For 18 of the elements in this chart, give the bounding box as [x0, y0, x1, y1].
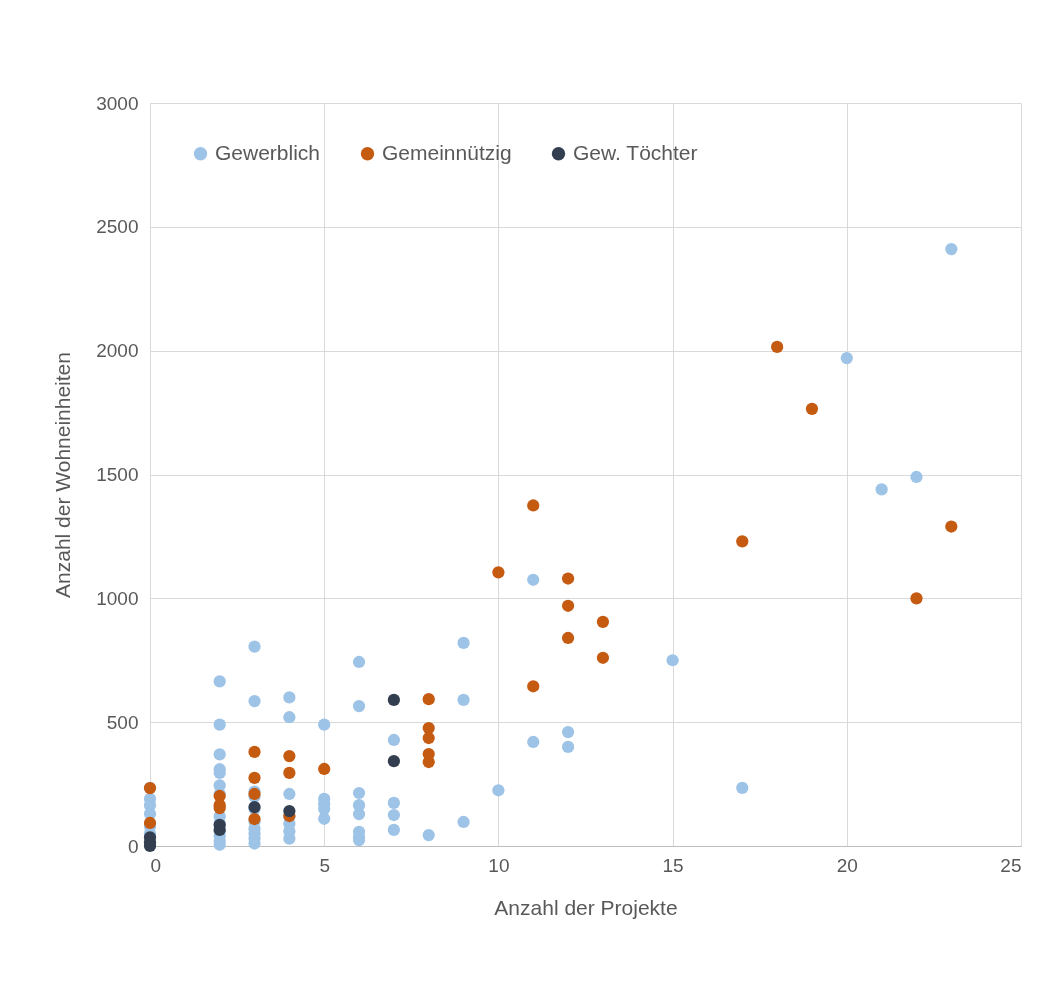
x-tick-label: 10 [488, 854, 510, 876]
x-tick-label: 20 [836, 854, 858, 876]
legend-label: Gewerblich [215, 140, 321, 164]
x-axis-title: Anzahl der Projekte [494, 895, 678, 919]
y-tick-label: 2000 [96, 340, 139, 362]
x-tick-label: 0 [150, 854, 162, 876]
x-tick-label: 15 [662, 854, 684, 876]
y-tick-label: 1500 [96, 464, 139, 485]
legend-label: Gemeinnützig [382, 140, 512, 164]
x-tick-label: 25 [1000, 854, 1022, 876]
y-tick-label: 500 [106, 711, 139, 733]
y-tick-label: 2500 [96, 216, 139, 238]
y-axis-title: Anzahl der Wohneinheiten [51, 352, 75, 598]
y-tick-label: 1000 [96, 587, 139, 609]
y-tick-label: 3000 [96, 92, 139, 114]
x-tick-label: 5 [319, 854, 330, 876]
legend-label: Gew. Töchter [573, 140, 698, 164]
y-tick-label: 0 [127, 835, 139, 857]
